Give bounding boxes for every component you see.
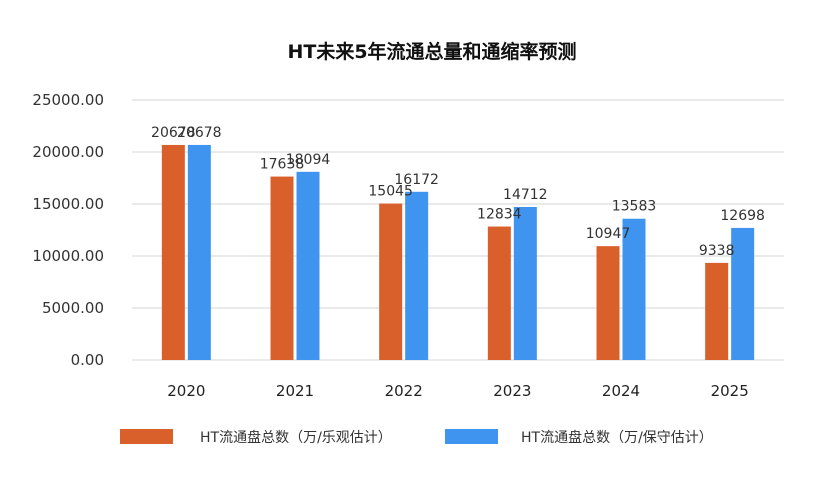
data-label: 9338	[699, 243, 735, 259]
x-tick-label: 2022	[385, 382, 423, 400]
y-tick-label: 20000.00	[32, 143, 104, 161]
legend-label: HT流通盘总数（万/乐观估计）	[200, 429, 392, 446]
bar	[731, 227, 755, 360]
bar	[705, 262, 729, 360]
y-tick-label: 15000.00	[32, 195, 104, 213]
x-tick-label: 2021	[276, 382, 314, 400]
x-axis-ticks: 2020 2021 2022 2023 2024 2025	[167, 382, 749, 400]
y-tick-label: 10000.00	[32, 247, 104, 265]
x-tick-label: 2024	[602, 382, 640, 400]
bar	[487, 226, 511, 360]
legend-label: HT流通盘总数（万/保守估计）	[521, 429, 713, 446]
x-tick-label: 2020	[167, 382, 205, 400]
bar	[405, 191, 429, 360]
data-label: 20678	[151, 125, 196, 141]
legend: HT流通盘总数（万/乐观估计） HT流通盘总数（万/保守估计）	[120, 429, 713, 446]
bar	[379, 203, 403, 360]
data-label: 13583	[612, 199, 657, 215]
y-tick-label: 5000.00	[42, 299, 104, 317]
data-label: 16172	[394, 172, 439, 188]
legend-swatch	[120, 429, 173, 444]
data-label: 17638	[260, 157, 305, 173]
data-label: 20678	[177, 125, 222, 141]
chart-title: HT未来5年流通总量和通缩率预测	[287, 40, 576, 63]
data-label: 18094	[286, 152, 331, 168]
bars	[161, 144, 755, 360]
bar	[513, 206, 537, 360]
data-label: 12834	[477, 207, 522, 223]
gridlines	[132, 99, 784, 361]
bar	[296, 171, 320, 360]
bar	[161, 144, 185, 360]
x-tick-label: 2025	[711, 382, 749, 400]
bar	[270, 176, 294, 360]
data-label: 15045	[368, 184, 413, 200]
x-tick-label: 2023	[493, 382, 531, 400]
y-axis-ticks: 0.00 5000.00 10000.00 15000.00 20000.00 25000…	[32, 91, 104, 369]
bar	[187, 144, 211, 360]
y-tick-label: 25000.00	[32, 91, 104, 109]
legend-swatch	[445, 429, 498, 444]
y-tick-label: 0.00	[71, 351, 104, 369]
data-label: 14712	[503, 187, 548, 203]
bar	[596, 246, 620, 360]
bar	[622, 218, 646, 360]
data-label: 12698	[720, 208, 765, 224]
data-label: 10947	[586, 226, 631, 242]
